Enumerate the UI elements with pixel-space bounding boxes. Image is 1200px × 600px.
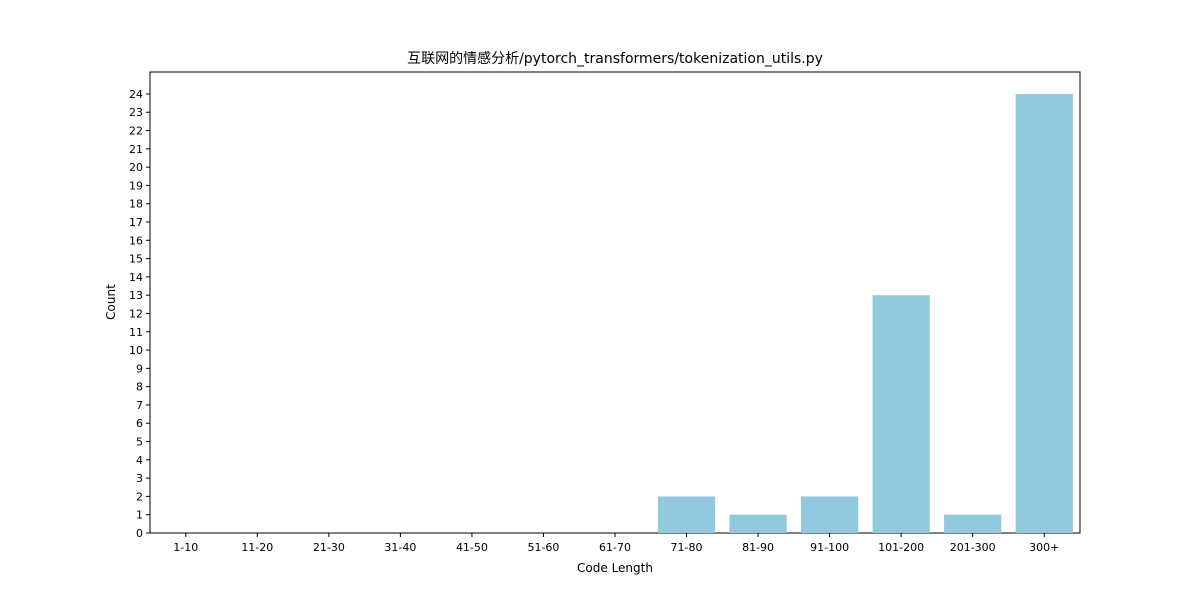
plot-area: 1-10 11-20 21-30 31-40 41-50 51-60 61-70 71-80 8…: [129, 71, 1081, 554]
bar-300+: [1015, 93, 1073, 533]
x-tick-label: 91-100: [810, 541, 849, 554]
chart-title: 互联网的情感分析/pytorch_transformers/tokenizati…: [407, 50, 823, 67]
y-tick-label: 20: [129, 161, 143, 174]
bars-group: [657, 93, 1073, 533]
x-tick-label: 300+: [1029, 541, 1059, 554]
y-tick-label: 15: [129, 253, 143, 266]
y-tick-label: 5: [136, 436, 143, 449]
y-tick-label: 22: [129, 125, 143, 138]
bar-71-80: [657, 496, 716, 533]
y-tick-label: 8: [136, 381, 143, 394]
y-tick-label: 10: [129, 344, 143, 357]
y-tick-label: 11: [129, 326, 143, 339]
y-axis-label: Count: [104, 284, 118, 320]
y-tick-label: 14: [129, 271, 143, 284]
y-tick-label: 2: [136, 490, 143, 503]
bar-81-90: [729, 514, 787, 533]
x-tick-label: 21-30: [313, 541, 345, 554]
y-tick-label: 3: [136, 472, 143, 485]
x-tick-label: 201-300: [950, 541, 996, 554]
x-tick-label: 101-200: [878, 541, 924, 554]
y-tick-label: 16: [129, 234, 143, 247]
y-tick-label: 21: [129, 143, 143, 156]
x-tick-label: 81-90: [742, 541, 774, 554]
x-tick-label: 1-10: [173, 541, 198, 554]
x-ticks: 1-10 11-20 21-30 31-40 41-50 51-60 61-70 71-80 8…: [173, 533, 1059, 554]
x-tick-label: 51-60: [527, 541, 559, 554]
x-tick-label: 31-40: [384, 541, 416, 554]
y-tick-label: 9: [136, 362, 143, 375]
y-tick-label: 23: [129, 106, 143, 119]
bar-91-100: [801, 496, 859, 533]
y-tick-label: 4: [136, 454, 143, 467]
x-tick-label: 41-50: [456, 541, 488, 554]
x-axis-label: Code Length: [577, 561, 653, 575]
bar-101-200: [872, 295, 930, 533]
bar-201-300: [944, 514, 1002, 533]
x-tick-label: 61-70: [599, 541, 631, 554]
y-tick-label: 7: [136, 399, 143, 412]
x-tick-label: 71-80: [671, 541, 703, 554]
axes-frame: [149, 71, 1081, 534]
y-tick-label: 6: [136, 417, 143, 430]
y-tick-label: 17: [129, 216, 143, 229]
y-tick-label: 18: [129, 198, 143, 211]
y-tick-label: 0: [136, 527, 143, 540]
y-tick-label: 13: [129, 289, 143, 302]
y-tick-label: 19: [129, 179, 143, 192]
y-tick-label: 12: [129, 307, 143, 320]
y-tick-label: 1: [136, 509, 143, 522]
x-tick-label: 11-20: [241, 541, 273, 554]
y-tick-label: 24: [129, 88, 143, 101]
